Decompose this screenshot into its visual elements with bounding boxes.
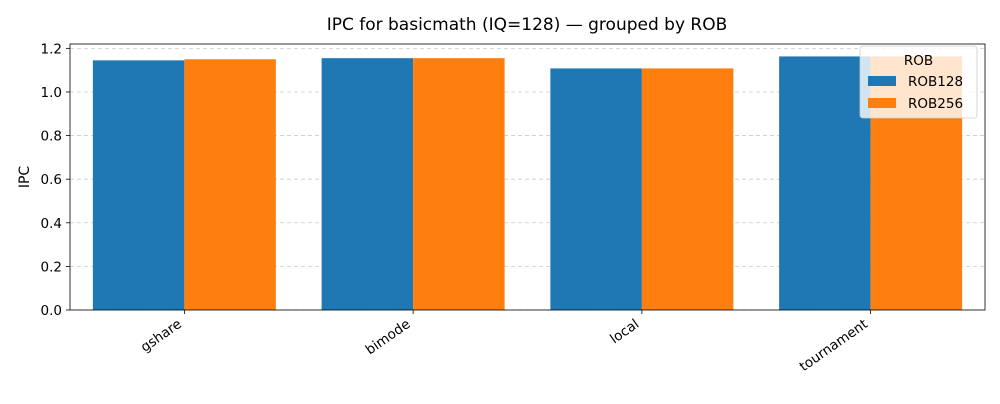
x-tick-label: bimode (363, 316, 414, 358)
y-tick-label: 0.6 (41, 172, 62, 188)
y-tick-label: 0.8 (41, 129, 62, 145)
legend-label-rob128: ROB128 (908, 74, 963, 90)
x-tick-label: tournament (797, 316, 871, 375)
legend-label-rob256: ROB256 (908, 96, 963, 112)
bar-tournament-rob128[interactable] (779, 56, 871, 310)
bar-gshare-rob256[interactable] (184, 59, 276, 310)
y-axis-label: IPC (17, 166, 33, 189)
bar-local-rob128[interactable] (550, 68, 642, 310)
bar-local-rob256[interactable] (641, 68, 734, 310)
legend-swatch-rob128 (868, 76, 896, 86)
y-tick-label: 0.0 (41, 303, 62, 319)
bar-bimode-rob256[interactable] (413, 58, 505, 310)
legend[interactable]: ROB ROB128 ROB256 (859, 45, 978, 119)
bars (92, 56, 963, 310)
x-tick-label: local (607, 316, 642, 347)
y-tick-label: 0.2 (41, 259, 62, 275)
axes (69, 43, 986, 311)
y-tick-label: 0.4 (41, 216, 62, 232)
bar-gshare-rob128[interactable] (92, 60, 185, 310)
x-ticks: gshare bimode local tournament (138, 310, 872, 375)
y-tick-label: 1.2 (41, 41, 62, 57)
plot-frame (69, 43, 986, 311)
y-ticks: 0.0 0.2 0.4 0.6 0.8 1.0 1.2 (41, 41, 70, 319)
y-tick-label: 1.0 (41, 85, 62, 101)
legend-swatch-rob256 (868, 98, 896, 108)
x-tick-label: gshare (138, 316, 185, 355)
bar-bimode-rob128[interactable] (321, 58, 414, 310)
chart-title: IPC for basicmath (IQ=128) — grouped by … (327, 15, 728, 35)
legend-title: ROB (904, 53, 933, 69)
